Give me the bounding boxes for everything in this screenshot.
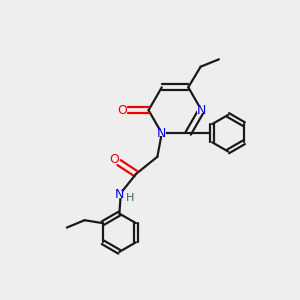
Text: H: H xyxy=(126,193,134,203)
Text: N: N xyxy=(157,127,167,140)
Bar xyxy=(197,107,206,113)
Text: N: N xyxy=(197,104,206,117)
Bar xyxy=(115,191,124,198)
Text: O: O xyxy=(117,104,127,117)
Text: N: N xyxy=(115,188,124,201)
Bar xyxy=(158,130,166,136)
Bar xyxy=(118,107,126,113)
Bar xyxy=(110,157,118,163)
Text: O: O xyxy=(109,153,119,166)
